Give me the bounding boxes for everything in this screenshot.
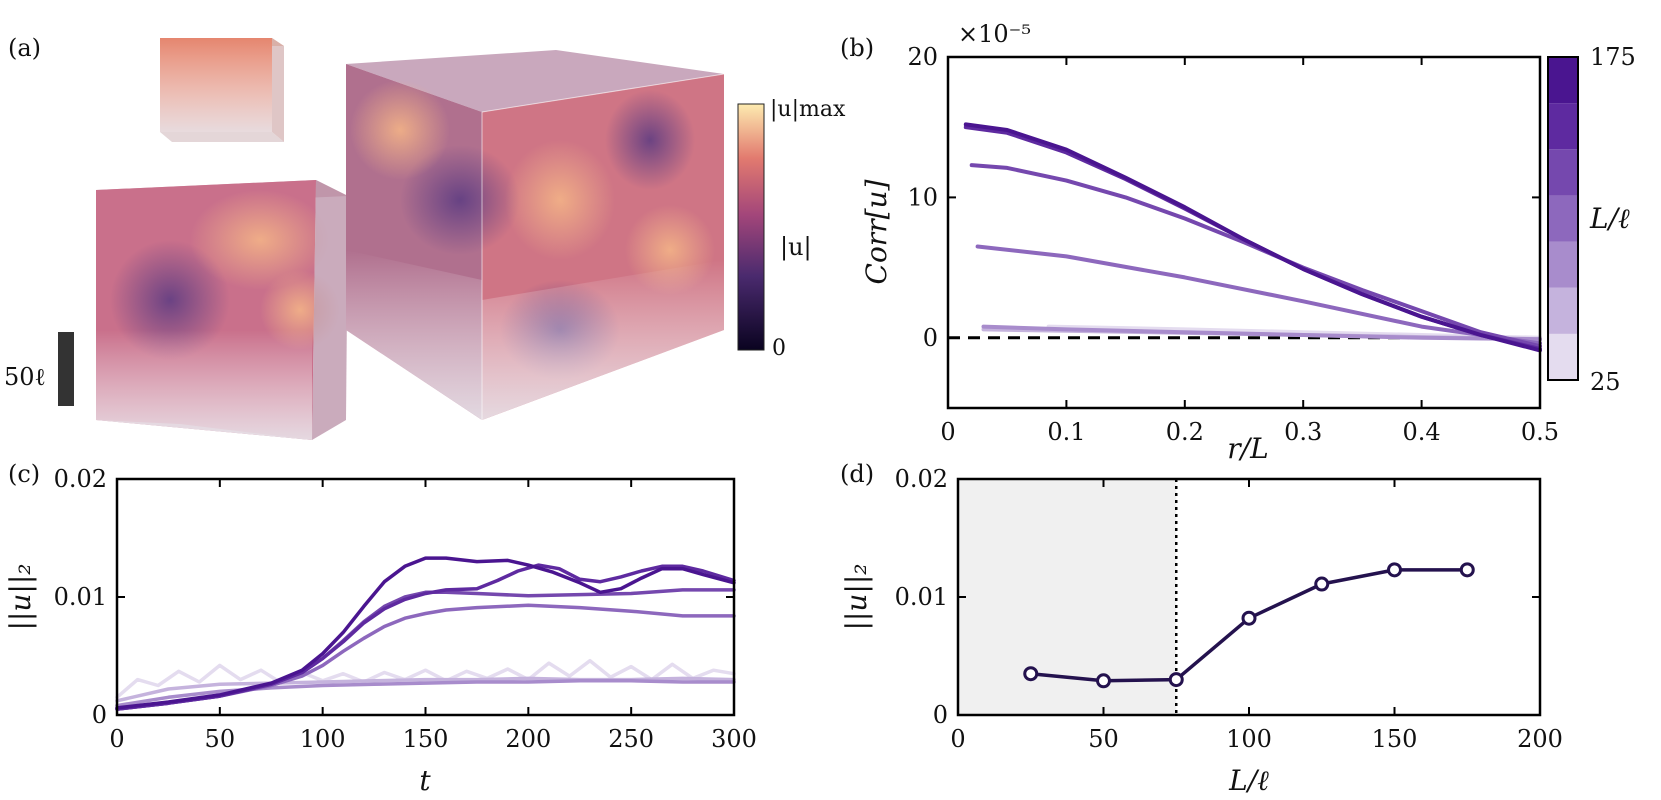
c-series-line-2 — [115, 679, 736, 708]
panel-c: 0 50 100 150 200 250 300 0 0.01 0.02 t ||u||₂ — [4, 465, 757, 797]
b-colorbar-max: 175 — [1590, 43, 1636, 71]
b-colorbar-level-2 — [1548, 241, 1578, 288]
b-series-line-4 — [969, 163, 1542, 349]
b-xtick-label: 0.4 — [1403, 418, 1441, 446]
c-ytick-label: 0.02 — [54, 465, 107, 493]
c-xtick-label: 200 — [505, 725, 551, 753]
colorbar-top-label: |u|max — [770, 97, 846, 122]
d-xtick-label: 50 — [1088, 725, 1119, 753]
b-colorbar — [1547, 56, 1579, 381]
b-xtick-label: 0 — [940, 418, 955, 446]
d-ytick-label: 0.02 — [895, 465, 948, 493]
b-ytick-label: 10 — [907, 183, 938, 211]
d-ylabel: ||u||₂ — [840, 564, 873, 631]
d-xtick-label: 150 — [1372, 725, 1418, 753]
d-data-point — [1241, 610, 1257, 626]
b-colorbar-frame — [1547, 56, 1579, 381]
b-colorbar-min: 25 — [1590, 368, 1621, 396]
b-colorbar-level-1 — [1548, 287, 1578, 334]
c-series-line-0 — [115, 658, 736, 700]
b-colorbar-level-0 — [1548, 333, 1578, 380]
d-ytick-label: 0 — [933, 701, 948, 729]
b-ytick-label: 0 — [923, 324, 938, 352]
d-xtick-label: 200 — [1517, 725, 1563, 753]
b-colorbar-label: L/ℓ — [1589, 202, 1630, 235]
velocity-colorbar — [737, 103, 765, 351]
d-ticks: 0 50 100 150 200 0 0.01 0.02 — [895, 465, 1563, 753]
y-multiplier-label: ×10⁻⁵ — [958, 20, 1031, 48]
colorbar-bottom-label: 0 — [772, 336, 786, 361]
c-xtick-label: 300 — [711, 725, 757, 753]
d-data-point — [1096, 673, 1111, 689]
c-xtick-label: 0 — [109, 725, 124, 753]
b-series-line-5 — [963, 125, 1542, 351]
b-xtick-label: 0.3 — [1284, 418, 1322, 446]
panel-label-b: (b) — [840, 34, 874, 62]
d-data-point — [1023, 666, 1039, 682]
b-colorbar-level-5 — [1548, 103, 1578, 150]
c-series-line-6 — [115, 556, 736, 710]
c-axes-box — [115, 477, 736, 717]
cube-small — [160, 38, 284, 142]
d-axes-box — [956, 477, 1542, 717]
b-xtick-label: 0.1 — [1047, 418, 1085, 446]
d-xlabel: L/ℓ — [1228, 764, 1269, 797]
b-series — [948, 122, 1542, 353]
b-xtick-label: 0.5 — [1521, 418, 1559, 446]
panel-label-d: (d) — [840, 460, 874, 488]
c-ytick-label: 0 — [92, 701, 107, 729]
d-ytick-label: 0.01 — [895, 583, 948, 611]
c-xtick-label: 250 — [608, 725, 654, 753]
d-data-point — [1168, 672, 1184, 688]
b-series-line-6 — [963, 122, 1542, 353]
d-data-point — [1314, 576, 1330, 592]
b-colorbar-level-4 — [1548, 149, 1578, 196]
c-series-line-5 — [115, 563, 736, 711]
b-ytick-label: 20 — [907, 43, 938, 71]
b-ticks: 0 0.1 0.2 0.3 0.4 0.5 0 10 20 — [907, 43, 1559, 446]
c-series — [115, 556, 736, 711]
c-xtick-label: 100 — [300, 725, 346, 753]
c-xlabel: t — [419, 764, 431, 797]
scale-bar — [58, 332, 74, 406]
b-colorbar-level-6 — [1548, 57, 1578, 104]
cube-large — [346, 50, 725, 420]
d-data-point — [1459, 562, 1475, 578]
c-xtick-label: 50 — [205, 725, 236, 753]
b-xlabel: r/L — [1227, 432, 1268, 465]
c-ytick-label: 0.01 — [54, 583, 107, 611]
panel-d: 0 50 100 150 200 0 0.01 0.02 L/ℓ ||u||₂ — [840, 465, 1563, 797]
scale-bar-label: 50ℓ — [4, 363, 46, 391]
d-xtick-label: 100 — [1226, 725, 1272, 753]
colorbar-mid-label: |u| — [780, 233, 812, 262]
d-data-point — [1387, 562, 1402, 578]
c-ylabel: ||u||₂ — [4, 564, 37, 631]
d-xtick-label: 0 — [950, 725, 965, 753]
b-series-line-2 — [981, 324, 1542, 342]
b-xtick-label: 0.2 — [1166, 418, 1204, 446]
b-series-line-3 — [975, 244, 1542, 346]
b-ylabel: Corr[u] — [860, 179, 893, 284]
panel-a: 50ℓ |u|max |u| 0 — [4, 38, 846, 440]
b-colorbar-level-3 — [1548, 195, 1578, 242]
b-axes-box — [946, 55, 1542, 410]
cube-medium — [96, 180, 348, 440]
c-ticks: 0 50 100 150 200 250 300 0 0.01 0.02 — [54, 465, 757, 753]
panel-label-a: (a) — [8, 34, 41, 62]
d-series — [1023, 562, 1475, 689]
c-xtick-label: 150 — [403, 725, 449, 753]
panel-label-c: (c) — [8, 460, 40, 488]
